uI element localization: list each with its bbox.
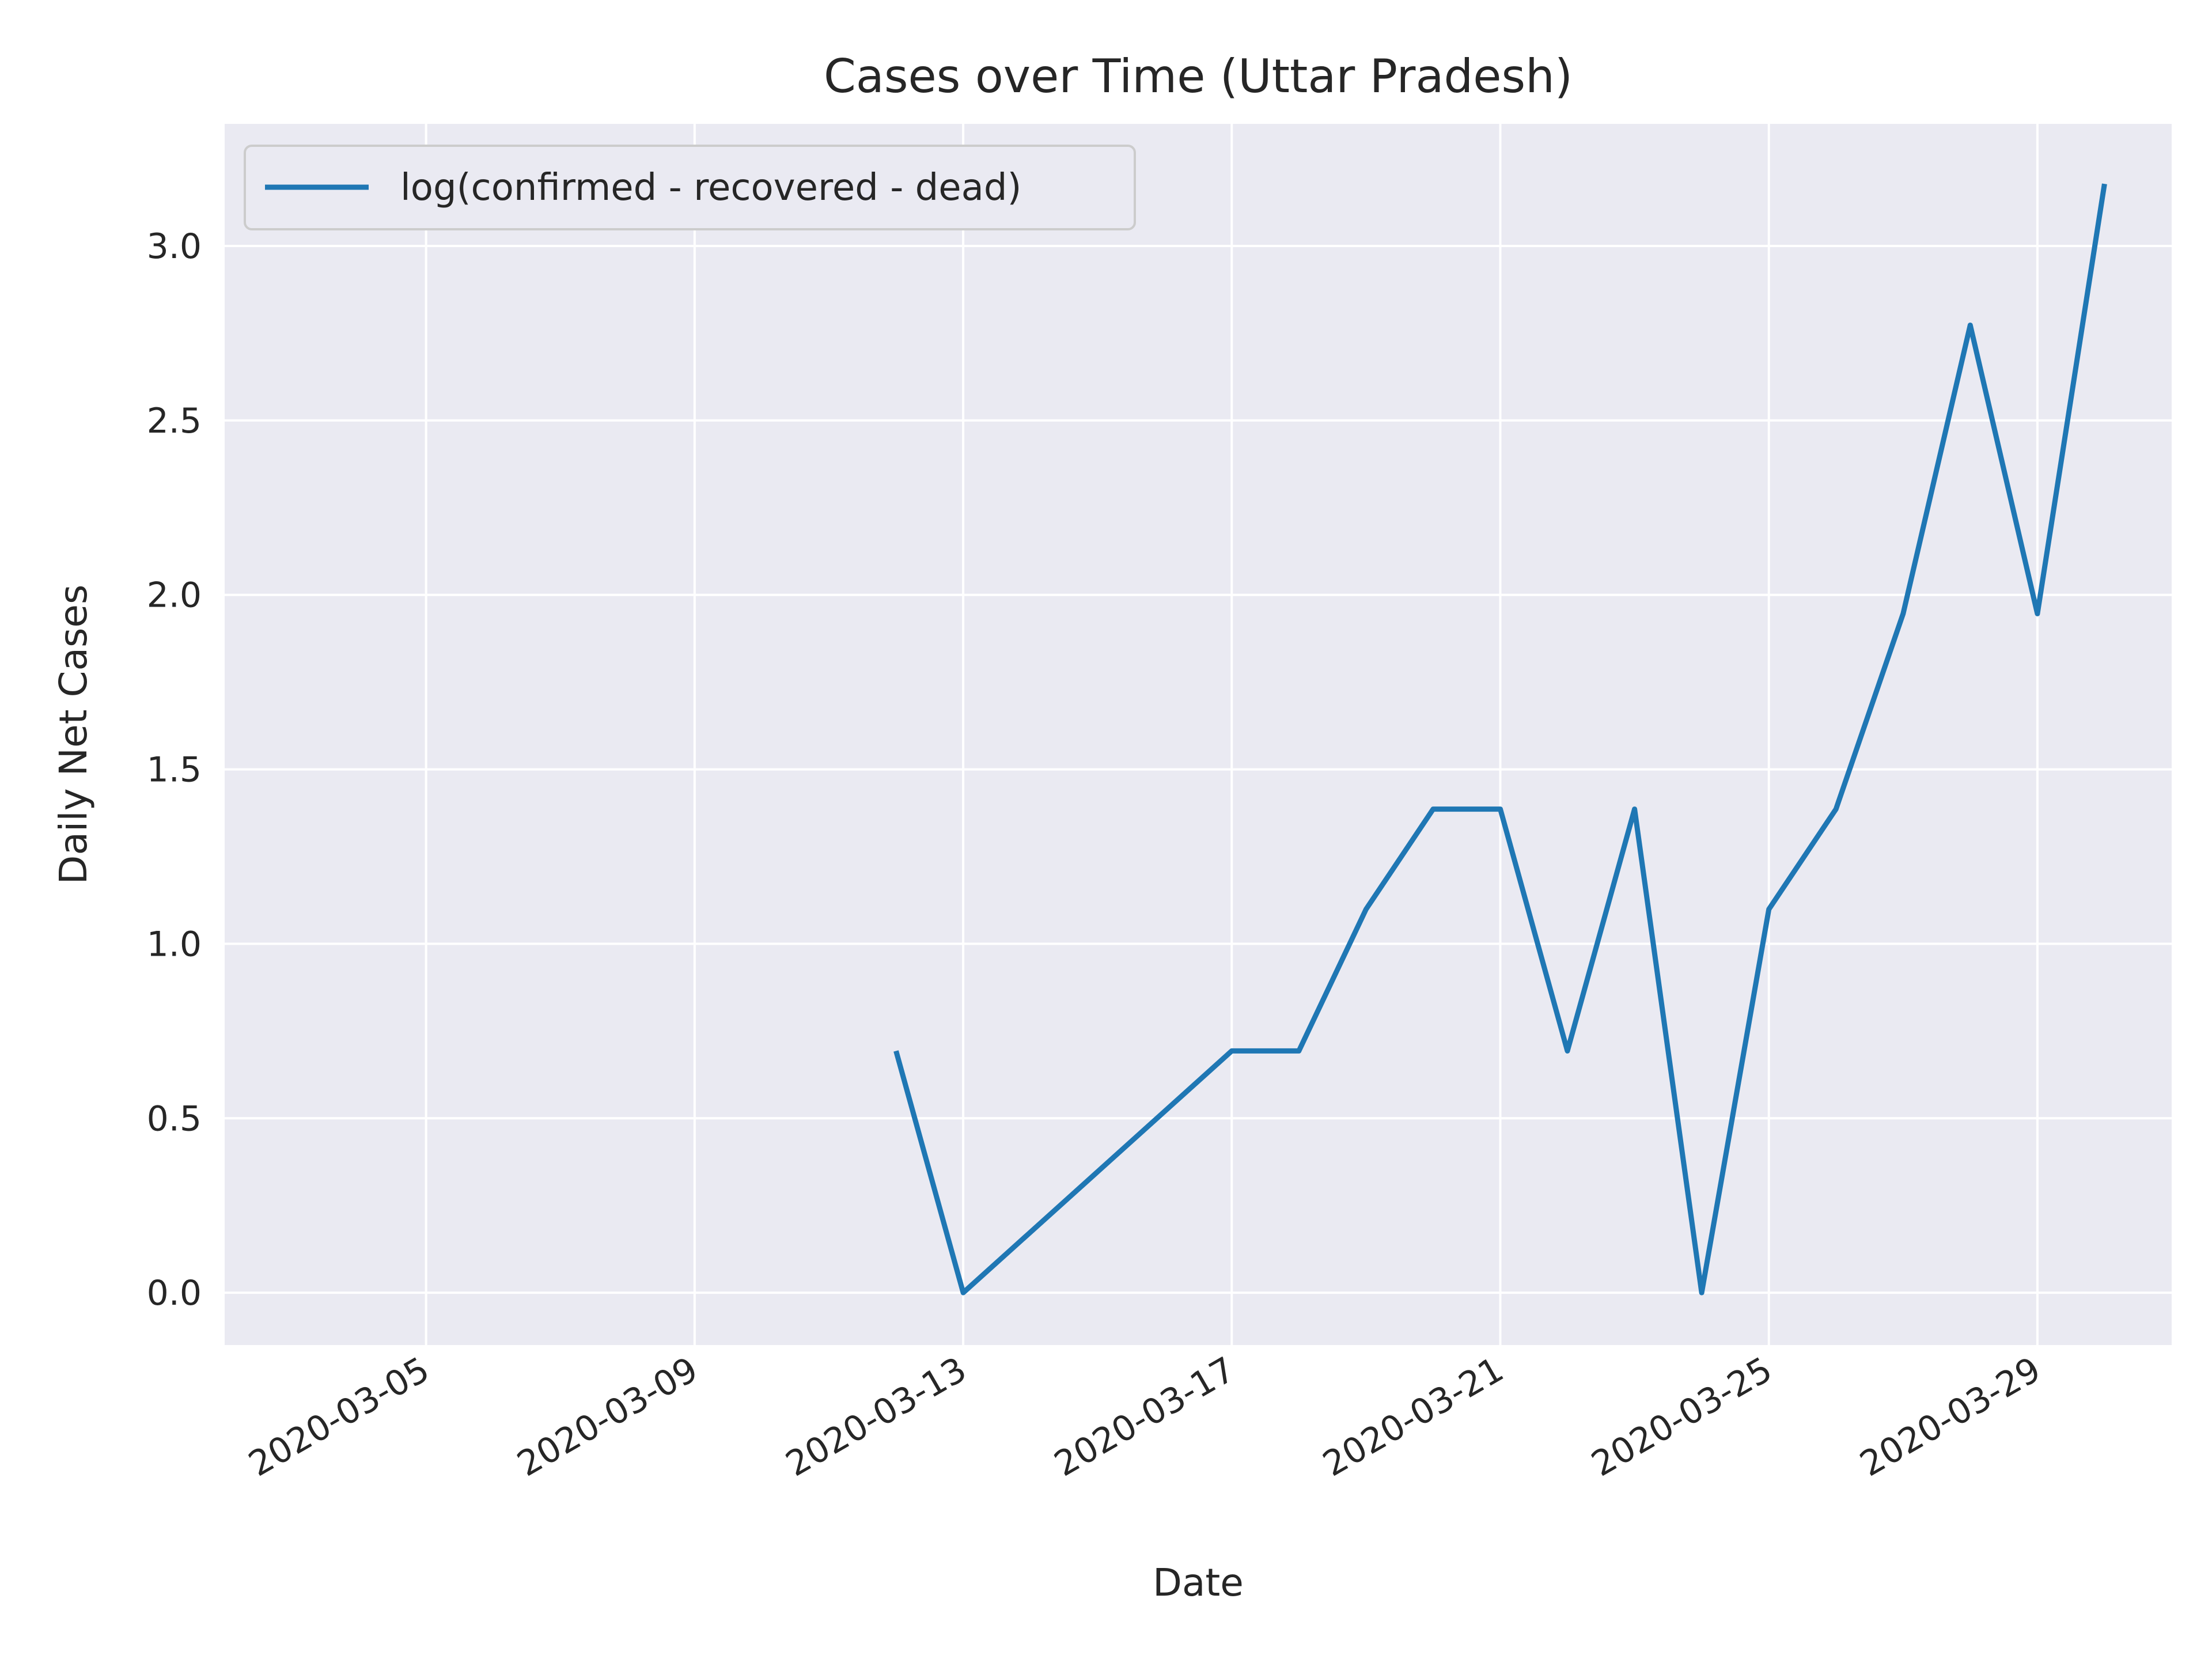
x-tick-label: 2020-03-21: [1316, 1349, 1510, 1484]
x-tick-label: 2020-03-17: [1048, 1349, 1242, 1484]
y-tick-label: 3.0: [147, 226, 202, 267]
legend-label: log(confirmed - recovered - dead): [400, 166, 1021, 209]
x-tick-label: 2020-03-09: [510, 1349, 704, 1484]
y-tick-label: 2.0: [147, 575, 202, 616]
x-tick-label: 2020-03-25: [1585, 1349, 1779, 1484]
plot-area: [225, 124, 2172, 1345]
x-tick-label: 2020-03-29: [1853, 1349, 2047, 1484]
y-tick-label: 2.5: [147, 401, 202, 441]
x-gridlines: [425, 124, 2039, 1345]
legend: log(confirmed - recovered - dead): [244, 145, 1136, 230]
x-tick-label: 2020-03-05: [242, 1349, 436, 1484]
chart-title: Cases over Time (Uttar Pradesh): [824, 50, 1573, 103]
x-axis-label: Date: [1153, 1560, 1244, 1605]
y-axis-label: Daily Net Cases: [51, 585, 96, 885]
y-tick-label: 1.5: [147, 750, 202, 790]
y-tick-label: 0.0: [147, 1273, 202, 1313]
y-tick-label: 0.5: [147, 1099, 202, 1139]
x-axis-ticks: 2020-03-05 2020-03-09 2020-03-13 2020-03-17…: [242, 1349, 2047, 1484]
y-tick-label: 1.0: [147, 924, 202, 964]
y-gridlines: [225, 245, 2172, 1294]
series-line: [893, 183, 2107, 1296]
y-axis-ticks: 0.0 0.5 1.0 1.5 2.0 2.5 3.0: [147, 226, 202, 1313]
legend-box: [244, 145, 1136, 230]
series-group: [893, 183, 2107, 1296]
x-tick-label: 2020-03-13: [779, 1349, 974, 1484]
